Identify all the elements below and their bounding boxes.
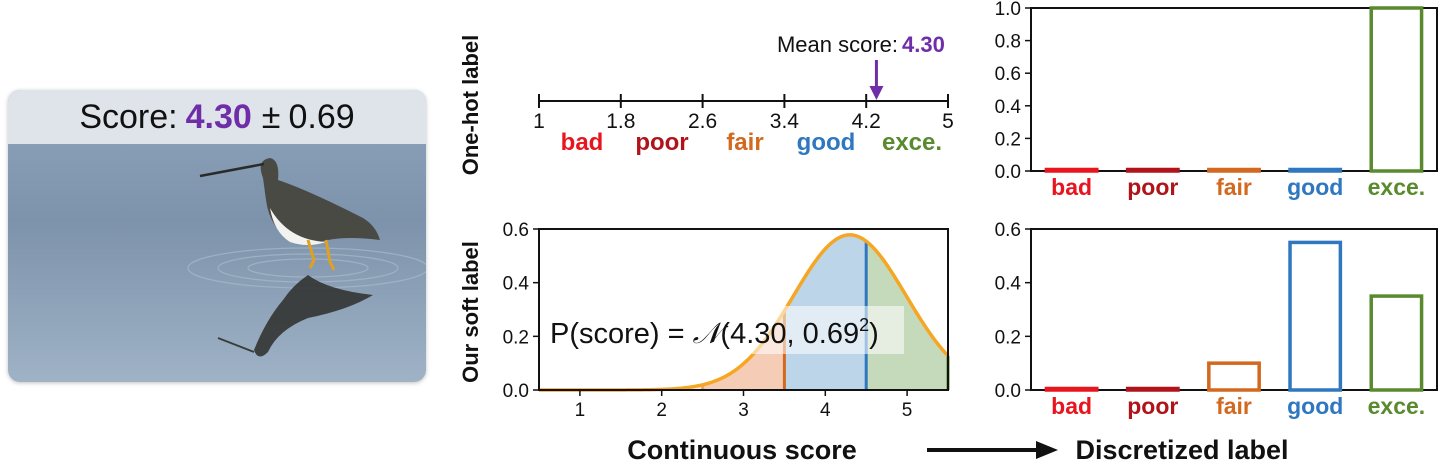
y-tick-label: 0.0 (995, 381, 1021, 402)
distribution-bin-area (702, 310, 785, 390)
mean-score-arrow-head (869, 86, 884, 100)
number-line-tick-label: 1.8 (606, 110, 635, 133)
x-tick-label: 3 (738, 400, 749, 421)
bird-reflection (217, 275, 373, 357)
number-line-tick-label: 1 (533, 110, 545, 133)
y-tick-label: 0.0 (503, 381, 529, 402)
score-banner: Score: 4.30 ± 0.69 (8, 90, 426, 144)
bar (1207, 167, 1261, 173)
bar (1207, 361, 1261, 392)
bar (1125, 386, 1180, 392)
formula-close: ) (869, 318, 879, 350)
bar-plot-frame (1030, 228, 1438, 391)
discretized-label-label: Discretized label (1075, 435, 1288, 465)
number-line-tick-label: 4.2 (852, 110, 881, 133)
svg-text:P(score) = 𝒩(4.30, 0.692): P(score) = 𝒩(4.30, 0.692) (550, 315, 879, 350)
number-line-category-label: poor (635, 129, 688, 156)
bar-category-label: good (1287, 393, 1343, 419)
bar-category-label: poor (1127, 174, 1178, 200)
y-tick-label: 0.4 (995, 274, 1022, 295)
bar (1288, 167, 1343, 173)
bar (1369, 294, 1424, 392)
bar-category-label: bad (1051, 393, 1092, 419)
bar-category-label: good (1287, 174, 1343, 200)
bar-plot-frame (1030, 7, 1438, 172)
y-tick-label: 0.6 (503, 220, 529, 241)
formula-prefix: P(score) = (550, 318, 693, 350)
bar-category-label: fair (1216, 174, 1252, 200)
bar (1044, 386, 1099, 392)
number-line-tick-label: 2.6 (688, 110, 717, 133)
y-tick-label: 0.0 (995, 162, 1021, 183)
soft-label-bar-chart: 0.0 0.2 0.4 0.6 bad poor fair good exce. (995, 220, 1438, 419)
bar (1288, 240, 1343, 392)
mean-score-value: 4.30 (902, 32, 945, 57)
sandpiper-bird (199, 158, 380, 271)
y-tick-label: 0.4 (995, 97, 1022, 118)
y-tick-label: 1.0 (995, 0, 1021, 20)
score-number-line: Mean score: 4.30 (539, 32, 948, 102)
y-tick-label: 0.8 (995, 32, 1021, 53)
mean-score-text: Mean score: (777, 32, 898, 57)
photo-card: Score: 4.30 ± 0.69 (8, 90, 426, 382)
y-tick-label: 0.2 (995, 129, 1021, 150)
number-line-category-label: good (797, 129, 856, 156)
x-tick-label: 4 (820, 400, 831, 421)
y-tick-label: 0.6 (995, 220, 1021, 241)
gaussian-formula: P(score) = 𝒩(4.30, 0.692) (546, 306, 904, 354)
row-label-one-hot: One-hot label (458, 35, 483, 176)
bar (1044, 167, 1099, 173)
row-label-soft: Our soft label (458, 241, 483, 383)
number-line-tick-label: 3.4 (770, 110, 800, 133)
x-tick-label: 5 (902, 400, 913, 421)
transform-arrow (927, 441, 1058, 459)
y-tick-label: 0.4 (503, 274, 530, 295)
bar-category-label: fair (1216, 393, 1252, 419)
bar-category-label: bad (1051, 174, 1092, 200)
one-hot-bar-chart: 0.0 0.2 0.4 0.6 0.8 1.0 bad poor fair good exce. (995, 0, 1438, 200)
bar (1125, 167, 1180, 173)
number-line-tick-label: 5 (942, 110, 954, 133)
formula-exponent: 2 (859, 315, 869, 335)
bar-category-label: poor (1127, 393, 1178, 419)
number-line-category-label: bad (561, 129, 604, 156)
bar (1369, 6, 1424, 173)
score-label: Score: (79, 97, 178, 136)
bar-category-label: exce. (1368, 393, 1426, 419)
bar-category-label: exce. (1368, 174, 1426, 200)
number-line-category-label: fair (726, 129, 763, 156)
continuous-score-label: Continuous score (627, 435, 857, 465)
y-tick-label: 0.6 (995, 64, 1021, 85)
x-tick-label: 2 (656, 400, 667, 421)
y-tick-label: 0.2 (995, 327, 1021, 348)
plus-minus-sign: ± (261, 97, 281, 136)
score-mean: 4.30 (185, 97, 252, 136)
formula-args: (4.30, 0.69 (720, 318, 859, 350)
y-tick-label: 0.2 (503, 327, 529, 348)
score-std: 0.69 (288, 97, 355, 136)
x-tick-label: 1 (575, 400, 586, 421)
number-line-category-label: exce. (882, 129, 942, 156)
